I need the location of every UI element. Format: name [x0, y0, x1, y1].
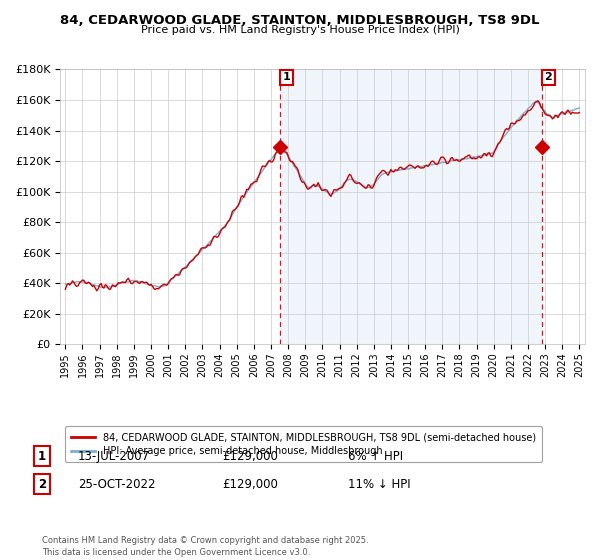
Text: 2: 2 [38, 478, 46, 491]
Text: 11% ↓ HPI: 11% ↓ HPI [348, 478, 410, 491]
Text: £129,000: £129,000 [222, 450, 278, 463]
Text: Contains HM Land Registry data © Crown copyright and database right 2025.
This d: Contains HM Land Registry data © Crown c… [42, 536, 368, 557]
Text: 13-JUL-2007: 13-JUL-2007 [78, 450, 150, 463]
Text: £129,000: £129,000 [222, 478, 278, 491]
Text: 2: 2 [544, 72, 552, 82]
Bar [280, 69, 542, 344]
Text: Price paid vs. HM Land Registry's House Price Index (HPI): Price paid vs. HM Land Registry's House … [140, 25, 460, 35]
Legend: 84, CEDARWOOD GLADE, STAINTON, MIDDLESBROUGH, TS8 9DL (semi-detached house), HPI: 84, CEDARWOOD GLADE, STAINTON, MIDDLESBR… [65, 426, 542, 462]
Text: 84, CEDARWOOD GLADE, STAINTON, MIDDLESBROUGH, TS8 9DL: 84, CEDARWOOD GLADE, STAINTON, MIDDLESBR… [60, 14, 540, 27]
Text: 1: 1 [38, 450, 46, 463]
Text: 1: 1 [283, 72, 290, 82]
Text: 25-OCT-2022: 25-OCT-2022 [78, 478, 155, 491]
Text: 6% ↑ HPI: 6% ↑ HPI [348, 450, 403, 463]
